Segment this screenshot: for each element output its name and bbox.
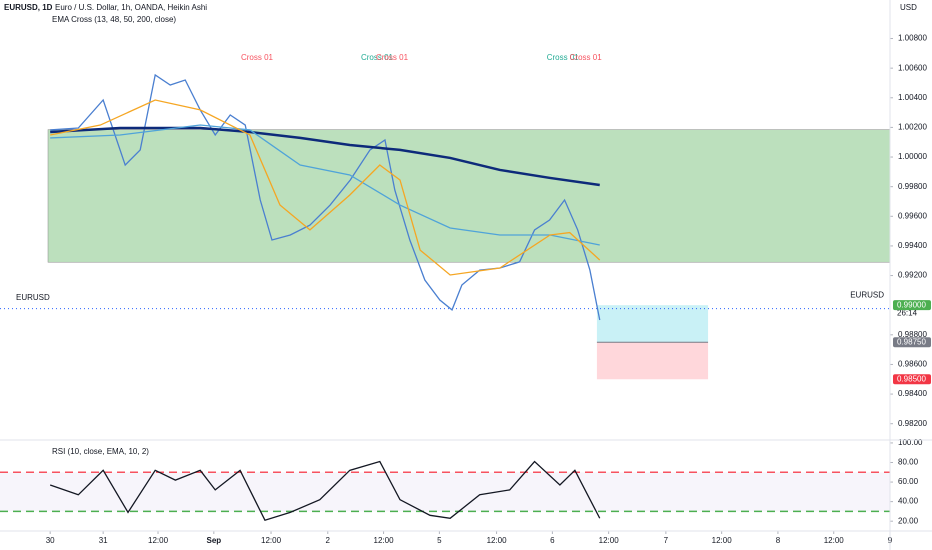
x-tick-label: 12:00 [487, 536, 508, 545]
price-tag [893, 300, 931, 311]
rsi-title: RSI (10, close, EMA, 10, 2) [52, 447, 149, 456]
y-tick-label: 20.00 [898, 516, 919, 525]
cross-label: Cross 01 [547, 53, 580, 62]
y-tick-label: 0.98600 [898, 360, 927, 369]
y-tick-label: 0.99200 [898, 271, 927, 280]
x-tick-label: 12:00 [148, 536, 169, 545]
series-line [50, 124, 600, 246]
series-line [49, 460, 601, 522]
y-tick-label: 1.00600 [898, 63, 927, 72]
x-tick-label: 30 [46, 536, 55, 545]
x-tick-label: 31 [99, 536, 108, 545]
x-tick-label: 8 [776, 536, 781, 545]
series-line [50, 99, 601, 276]
y-tick-label: 100.00 [898, 438, 923, 447]
y-tick-label: 0.98200 [898, 419, 927, 428]
x-tick-label: 12:00 [261, 536, 282, 545]
symbol-title: EURUSD, 1D [4, 3, 53, 12]
left-label: EURUSD [16, 293, 50, 302]
x-tick-label: 12:00 [374, 536, 395, 545]
rsi-band [0, 472, 890, 512]
price-tag-label: 0.98750 [897, 337, 926, 346]
price-tag [893, 374, 931, 385]
cross-label: Cross 01 [241, 53, 274, 62]
y-tick-label: 0.99800 [898, 182, 927, 191]
y-tick-label: 80.00 [898, 458, 919, 467]
x-tick-label: Sep [206, 536, 221, 545]
cross-label: Cross 01 [570, 53, 603, 62]
y-tick-label: 1.00800 [898, 34, 927, 43]
cross-label: Cross 01 [361, 53, 394, 62]
zone [47, 129, 891, 263]
x-tick-label: 2 [326, 536, 331, 545]
layer: 0.9897726:14EURUSD1.008001.006001.004001… [0, 34, 931, 545]
y-tick-label: 1.00200 [898, 123, 927, 132]
price-tag-label: 0.98500 [897, 374, 926, 383]
y-tick-label: 1.00400 [898, 93, 927, 102]
countdown: 26:14 [897, 309, 918, 318]
indicator-title: EMA Cross (13, 48, 50, 200, close) [52, 15, 176, 24]
y-tick-label: 0.98800 [898, 330, 927, 339]
stop-box [596, 342, 709, 380]
x-tick-label: 5 [437, 536, 442, 545]
y-tick-label: 1.00000 [898, 152, 927, 161]
y-tick-label: 0.99400 [898, 241, 927, 250]
x-tick-label: 12:00 [599, 536, 620, 545]
y-tick-label: 40.00 [898, 497, 919, 506]
price-tag [893, 337, 931, 348]
price-tag-label: 0.99000 [897, 300, 926, 309]
y-tick-label: 0.99600 [898, 211, 927, 220]
x-tick-label: 12:00 [712, 536, 733, 545]
x-tick-label: 6 [550, 536, 555, 545]
x-tick-label: 12:00 [824, 536, 845, 545]
symbol-subtitle: Euro / U.S. Dollar, 1h, OANDA, Heikin As… [55, 3, 207, 12]
x-tick-label: 7 [664, 536, 669, 545]
y-tick-label: 60.00 [898, 477, 919, 486]
symbol-label: EURUSD [850, 291, 884, 300]
y-tick-label: 0.98400 [898, 389, 927, 398]
target-box [596, 305, 709, 343]
cross-label: Cross 01 [376, 53, 409, 62]
unit: USD [900, 3, 917, 12]
